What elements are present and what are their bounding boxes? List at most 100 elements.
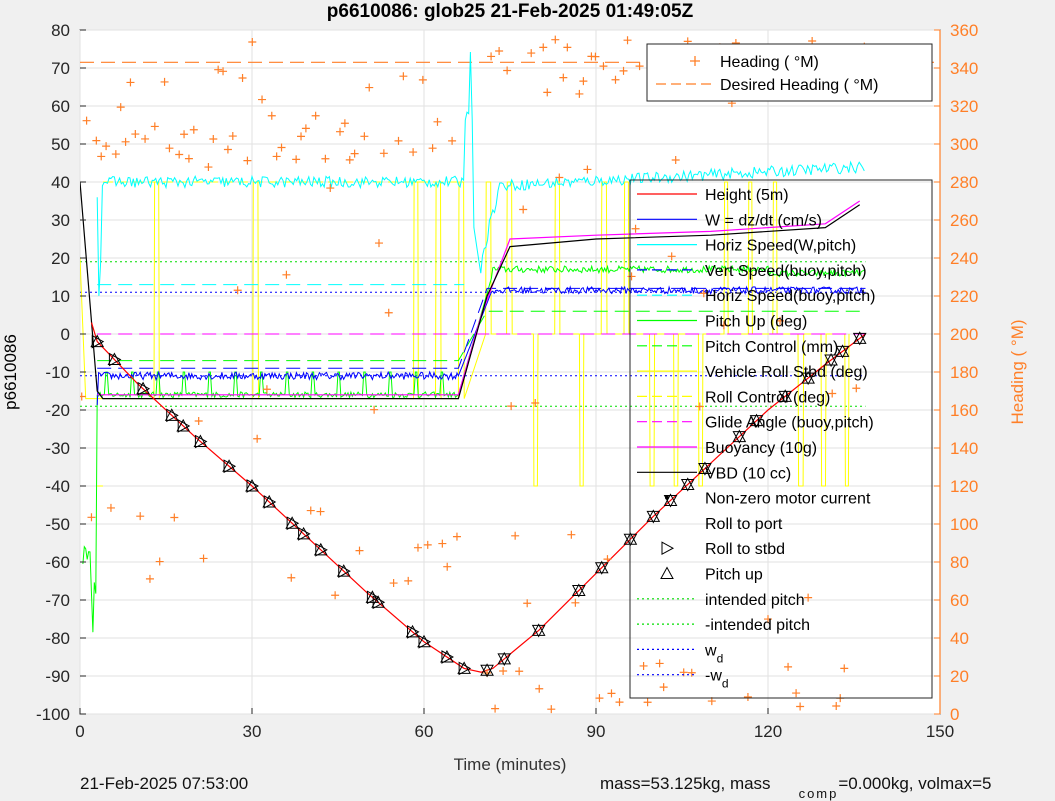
heading-marker <box>106 503 115 512</box>
heading-marker <box>340 119 349 128</box>
legend-label: VBD (10 cc) <box>705 465 791 482</box>
pitch-up-marker <box>193 434 208 448</box>
heading-marker <box>345 155 354 164</box>
y-tick-label: 10 <box>51 287 70 306</box>
heading-marker <box>326 184 335 193</box>
legend-label: Roll Control (deg) <box>705 389 830 406</box>
heading-marker <box>659 683 668 692</box>
heading-marker <box>438 539 447 548</box>
pitch-down-marker <box>801 372 815 386</box>
footer-comp-rest: =0.000kg, volmax=5 <box>838 774 992 793</box>
heading-marker <box>603 555 612 564</box>
heading-marker <box>495 47 504 56</box>
heading-marker <box>102 142 111 151</box>
roll-stbd-marker <box>372 595 386 610</box>
y2-tick-label: 140 <box>950 439 978 458</box>
heading-marker <box>306 506 315 515</box>
heading-marker <box>852 384 861 393</box>
heading-marker <box>796 702 805 711</box>
heading-marker <box>404 576 413 585</box>
legend-main: Height (5m) W = dz/dt (cm/s) Horiz Speed(W… <box>629 179 933 699</box>
heading-marker <box>97 152 106 161</box>
y-tick-label: -50 <box>45 515 70 534</box>
x-tick-label: 0 <box>75 722 84 741</box>
heading-marker <box>507 402 516 411</box>
legend-label: Vehicle Roll Stbd (deg) <box>705 364 868 381</box>
y-tick-label: -40 <box>45 477 70 496</box>
legend-label: Pitch Control (mm) <box>705 339 838 356</box>
heading-marker <box>743 692 752 701</box>
heading-marker <box>365 83 374 92</box>
y-tick-label: 0 <box>61 325 70 344</box>
heading-marker <box>832 702 841 711</box>
x-axis-label: Time (minutes) <box>454 755 567 774</box>
legend-label: Roll to stbd <box>705 541 785 558</box>
heading-marker <box>165 144 174 153</box>
heading-marker <box>394 136 403 145</box>
y-tick-label: 30 <box>51 211 70 230</box>
heading-marker <box>297 132 306 141</box>
heading-marker <box>321 154 330 163</box>
pitch-up-marker <box>365 590 380 603</box>
roll-stbd-marker <box>91 334 105 349</box>
x-tick-label: 120 <box>754 722 782 741</box>
vbd-line <box>80 181 861 400</box>
x-tick-label: 30 <box>243 722 262 741</box>
roll-stbd-marker <box>194 434 208 449</box>
heading-marker <box>579 77 588 86</box>
heading-marker <box>194 417 203 426</box>
heading-marker <box>223 145 232 154</box>
y-tick-label: -30 <box>45 439 70 458</box>
pitch-down-marker <box>698 463 712 476</box>
heading-marker <box>287 573 296 582</box>
legend-label: intended pitch <box>705 592 805 609</box>
heading-marker <box>523 599 532 608</box>
heading-marker <box>301 124 310 133</box>
y2-tick-label: 20 <box>950 667 969 686</box>
heading-marker <box>379 149 388 158</box>
footer-timestamp: 21-Feb-2025 07:53:00 <box>80 774 249 793</box>
heading-marker <box>503 66 512 75</box>
roll-stbd-marker <box>315 542 328 557</box>
heading-marker <box>150 122 159 131</box>
roll-stbd-marker <box>407 625 420 639</box>
legend-label: Roll to port <box>705 516 783 533</box>
y2-tick-label: 0 <box>950 705 959 724</box>
pitch-down-marker <box>824 354 838 368</box>
pitch-up-marker <box>176 418 191 432</box>
heading-marker <box>180 130 189 139</box>
heading-marker <box>699 289 708 298</box>
pitch-up-marker <box>336 564 351 577</box>
heading-marker <box>370 405 379 414</box>
y2-tick-label: 220 <box>950 287 978 306</box>
y-tick-label: 80 <box>51 21 70 40</box>
heading-marker <box>316 507 325 516</box>
y2-tick-label: 280 <box>950 173 978 192</box>
heading-marker <box>311 111 320 120</box>
heading-marker <box>238 73 247 82</box>
heading-marker <box>350 149 359 158</box>
legend-desired-heading-label: Desired Heading ( °M) <box>720 77 878 94</box>
x-tick-label: 90 <box>587 722 606 741</box>
chart-title: p6610086: glob25 21-Feb-2025 01:49:05Z <box>327 1 694 22</box>
y2-tick-label: 40 <box>950 629 969 648</box>
legend-heading-label: Heading ( °M) <box>720 54 819 71</box>
heading-marker <box>111 150 120 159</box>
heading-marker <box>131 130 140 139</box>
heading-marker <box>611 75 620 84</box>
pitch-up-marker <box>90 334 105 348</box>
heading-marker <box>543 88 552 97</box>
heading-marker <box>655 659 664 668</box>
heading-marker <box>413 543 422 552</box>
y2-axis-label: Heading ( °M) <box>1008 319 1027 424</box>
pitch-down-marker <box>497 653 512 666</box>
legend-dot-sample <box>665 495 669 500</box>
x-tick-label: 150 <box>926 722 954 741</box>
legend-subscript: d <box>717 651 724 665</box>
roll-stbd-marker <box>137 381 151 396</box>
heading-marker <box>840 664 849 673</box>
y2-tick-label: 100 <box>950 515 978 534</box>
heading-marker <box>262 385 271 394</box>
heading-marker <box>282 270 291 279</box>
heading-marker <box>491 704 500 713</box>
